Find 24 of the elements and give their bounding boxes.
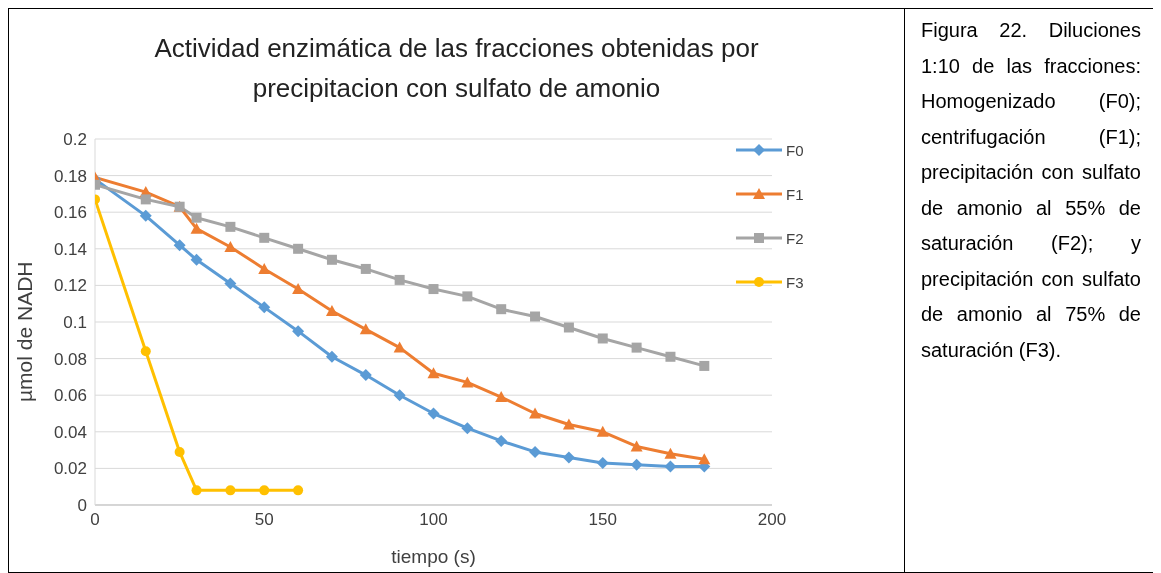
legend-label: F3 <box>786 273 804 291</box>
y-tick-label: 0.2 <box>63 130 87 150</box>
chart-title: Actividad enzimática de las fracciones obtenidas por precipitacion con sulfato de amonio <box>153 32 760 105</box>
y-tick-label: 0.02 <box>53 459 87 479</box>
x-axis-title: tiempo (s) <box>391 546 476 567</box>
y-tick-label: 0.12 <box>53 276 87 296</box>
legend-label: F2 <box>786 229 804 247</box>
y-tick-label: 0.06 <box>53 386 87 406</box>
y-axis-title: µmol de NADH <box>13 261 37 402</box>
legend-label: F0 <box>786 141 804 159</box>
y-tick-label: 0.18 <box>53 166 87 186</box>
y-tick-label: 0.1 <box>63 313 87 333</box>
y-tick-label: 0.08 <box>53 349 87 369</box>
y-tick-label: 0 <box>77 496 87 516</box>
x-tick-label: 0 <box>90 510 100 530</box>
x-tick-label: 200 <box>757 510 787 530</box>
y-tick-label: 0.04 <box>53 422 87 442</box>
legend-label: F1 <box>786 185 804 203</box>
y-tick-label: 0.14 <box>53 239 87 259</box>
x-tick-label: 100 <box>419 510 448 530</box>
x-tick-label: 50 <box>254 510 274 530</box>
x-tick-label: 150 <box>588 510 617 530</box>
y-tick-label: 0.16 <box>53 203 87 223</box>
text: Figura 22. Diluciones 1:10 de las fracciones: Homogenizado (F0); centrifugación (F1); precipitación con sulfato de amonio al 55% de saturación (F2); y precipitación con sulfato de amonio al 75% de saturación (F3). <box>921 19 1141 361</box>
